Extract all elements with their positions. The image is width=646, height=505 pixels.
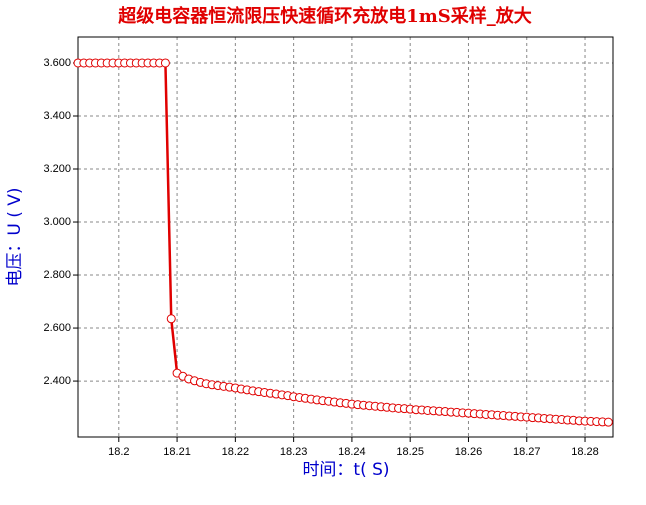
data-point — [166, 314, 176, 324]
x-tick-label: 18.22 — [222, 446, 250, 458]
x-tick-label: 18.21 — [163, 446, 191, 458]
plot-frame — [77, 36, 614, 438]
chart-title: 超级电容器恒流限压快速循环充放电1mS采样_放大 — [118, 5, 532, 27]
x-tick-label: 18.27 — [513, 446, 541, 458]
x-tick-label: 18.25 — [396, 446, 424, 458]
y-tick-label: 3.600 — [43, 57, 71, 69]
x-tick-label: 18.26 — [455, 446, 483, 458]
x-tick-label: 18.24 — [338, 446, 366, 458]
y-tick-label: 2.600 — [43, 322, 71, 334]
y-tick-label: 2.400 — [43, 375, 71, 387]
data-point — [160, 58, 170, 68]
y-tick-label: 3.200 — [43, 163, 71, 175]
y-tick-label: 3.000 — [43, 216, 71, 228]
y-tick-label: 3.400 — [43, 110, 71, 122]
y-axis-label: 电压：U ( V) — [5, 187, 25, 286]
x-tick-label: 18.28 — [571, 446, 599, 458]
x-tick-label: 18.2 — [108, 446, 129, 458]
x-axis-label: 时间：t( S) — [302, 460, 389, 480]
data-point — [603, 417, 613, 427]
y-tick-label: 2.800 — [43, 269, 71, 281]
x-tick-label: 18.23 — [280, 446, 308, 458]
